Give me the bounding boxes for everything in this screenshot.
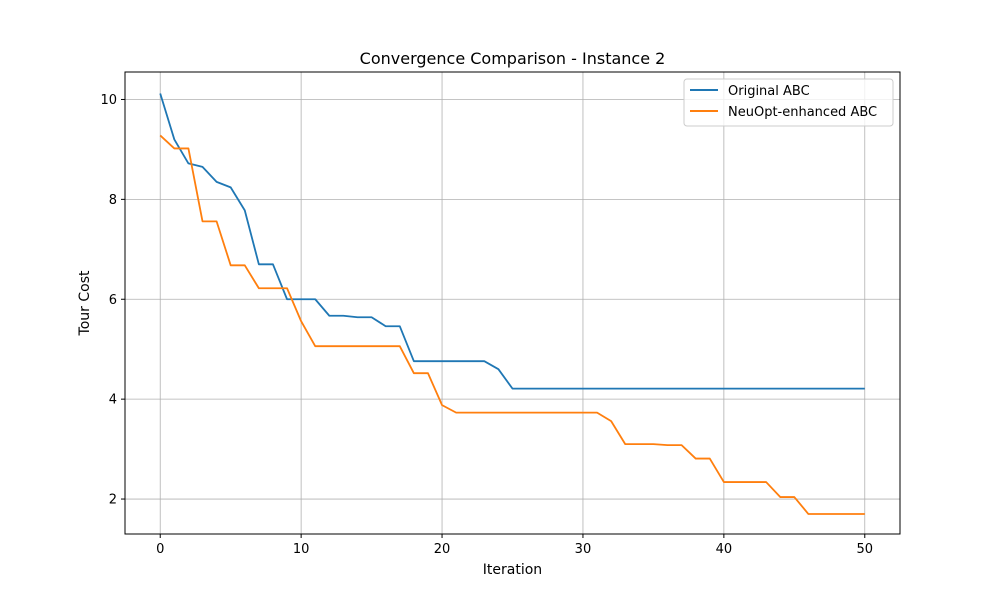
y-tick-label: 10 [100, 93, 117, 108]
y-axis-title: Tour Cost [77, 270, 93, 336]
x-axis-title: Iteration [483, 562, 542, 578]
x-tick-label: 10 [293, 542, 310, 557]
series-line-original-abc [159, 93, 865, 390]
series-line-neuopt-enhanced-abc [159, 134, 865, 515]
x-tick-label: 30 [575, 542, 592, 557]
x-tick-label: 50 [856, 542, 873, 557]
grid [125, 72, 900, 534]
x-tick-label: 20 [434, 542, 451, 557]
y-tick-label: 6 [109, 293, 117, 308]
legend-label-neuopt-enhanced-abc: NeuOpt-enhanced ABC [728, 105, 877, 120]
plot-frame [124, 71, 901, 535]
x-tick-label: 0 [156, 542, 164, 557]
chart-title: Convergence Comparison - Instance 2 [360, 49, 666, 68]
x-tick-label: 40 [716, 542, 733, 557]
y-tick-label: 2 [109, 493, 117, 508]
legend: Original ABC NeuOpt-enhanced ABC [683, 78, 894, 127]
y-tick-label: 4 [109, 393, 117, 408]
y-tick-label: 8 [109, 193, 117, 208]
ticks: 0 10 20 30 40 50 2 4 6 8 10 [100, 93, 873, 557]
legend-box [683, 78, 894, 127]
legend-label-original-abc: Original ABC [728, 84, 810, 99]
series-layer [159, 93, 865, 515]
